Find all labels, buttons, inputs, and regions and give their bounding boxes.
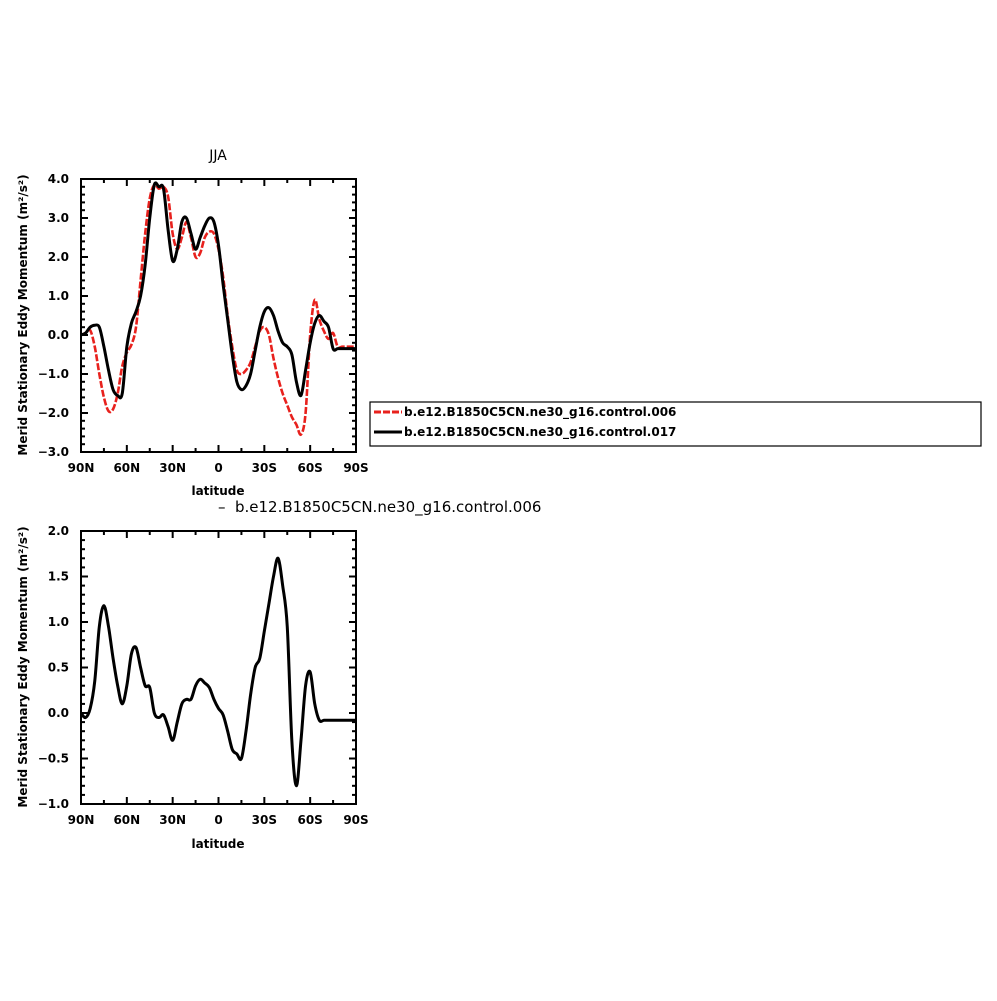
bottom-plot-frame [80, 530, 357, 805]
top-y-tick-label: −3.0 [38, 445, 69, 459]
top-chart-title: JJA [208, 148, 227, 164]
bottom-y-tick-label: 1.0 [48, 615, 69, 629]
top-y-tick-label: 3.0 [48, 211, 69, 225]
top-y-tick-label: 0.0 [48, 328, 69, 342]
top-x-tick-label: 90S [343, 461, 368, 475]
bottom-chart-panel: – b.e12.B1850C5CN.ne30_g16.control.006 l… [16, 498, 541, 851]
top-x-tick-label: 30S [252, 461, 277, 475]
bottom-x-tick-label: 90S [343, 813, 368, 827]
bottom-y-tick-label: 0.5 [48, 661, 69, 675]
top-chart-panel: JJA latitude Merid Stationary Eddy Momen… [16, 148, 369, 498]
bottom-y-tick-label: −1.0 [38, 797, 69, 811]
legend: b.e12.B1850C5CN.ne30_g16.control.006 b.e… [369, 401, 982, 447]
bottom-x-tick-label: 30N [159, 813, 186, 827]
top-y-tick-label: 2.0 [48, 250, 69, 264]
top-series-line-1 [80, 181, 356, 400]
bottom-plot-area: 90N 60N 30N 0 30S 60S 90S −1.0 −0.5 0.0 0.5 1.0 1.5 2… [38, 524, 369, 827]
legend-label-series-017: b.e12.B1850C5CN.ne30_g16.control.017 [404, 425, 676, 440]
top-plot-area: 90N 60N 30N 0 30S 60S 90S −3.0 −2.0 −1.0 0.0 1.0 2.0… [38, 172, 369, 475]
bottom-y-tick-label: 0.0 [48, 706, 69, 720]
bottom-y-tick-label: 1.5 [48, 570, 69, 584]
top-y-tick-label: 1.0 [48, 289, 69, 303]
top-x-tick-label: 90N [68, 461, 95, 475]
bottom-x-tick-label: 30S [252, 813, 277, 827]
top-y-axis-label: Merid Stationary Eddy Momentum (m²/s²) [16, 174, 30, 455]
bottom-y-tick-label: −0.5 [38, 752, 69, 766]
top-plot-frame [80, 178, 357, 453]
top-x-axis-label: latitude [191, 484, 244, 498]
bottom-x-tick-label: 0 [214, 813, 222, 827]
bottom-x-tick-label: 60S [297, 813, 322, 827]
bottom-y-tick-label: 2.0 [48, 524, 69, 538]
bottom-y-axis-label: Merid Stationary Eddy Momentum (m²/s²) [16, 526, 30, 807]
bottom-series-line-0 [79, 556, 356, 788]
bottom-x-axis-label: latitude [191, 837, 244, 851]
top-x-tick-label: 0 [214, 461, 222, 475]
top-x-tick-label: 60N [113, 461, 140, 475]
bottom-x-tick-label: 90N [68, 813, 95, 827]
legend-box [369, 401, 982, 447]
legend-label-series-006: b.e12.B1850C5CN.ne30_g16.control.006 [404, 405, 676, 420]
top-x-tick-label: 30N [159, 461, 186, 475]
top-y-tick-label: −2.0 [38, 406, 69, 420]
top-x-tick-label: 60S [297, 461, 322, 475]
bottom-chart-subtitle: b.e12.B1850C5CN.ne30_g16.control.006 [235, 498, 541, 517]
bottom-x-tick-label: 60N [113, 813, 140, 827]
top-y-tick-label: −1.0 [38, 367, 69, 381]
bottom-chart-dash: – [218, 498, 226, 516]
top-y-tick-label: 4.0 [48, 172, 69, 186]
